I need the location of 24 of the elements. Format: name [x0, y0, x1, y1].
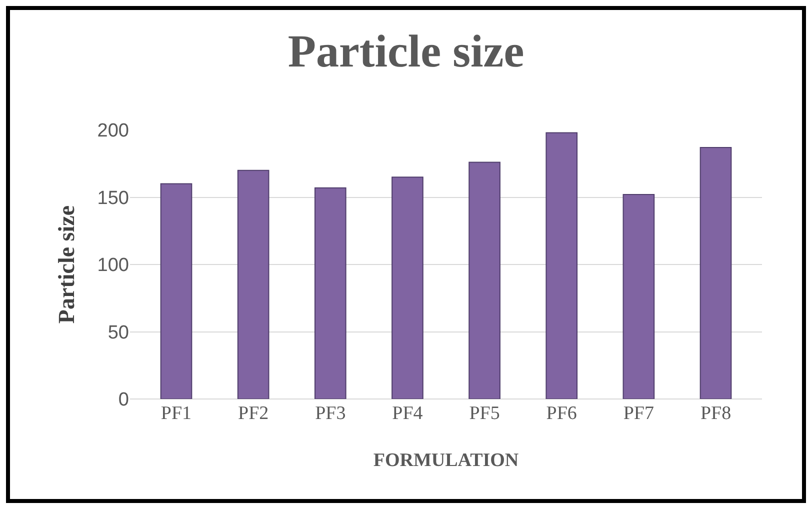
y-axis-title: Particle size — [54, 205, 79, 324]
bar — [392, 176, 424, 399]
y-tick-label: 100 — [97, 255, 129, 276]
x-tick-label: PF6 — [546, 403, 577, 424]
y-tick-label: 0 — [118, 390, 129, 411]
bar — [314, 187, 346, 399]
bar — [160, 183, 192, 399]
bar — [468, 162, 500, 399]
x-tick-label: PF5 — [469, 403, 500, 424]
x-tick-label: PF7 — [623, 403, 654, 424]
x-tick-label: PF1 — [160, 403, 192, 424]
bar — [700, 146, 732, 399]
y-tick-label: 50 — [108, 322, 129, 344]
x-tick-label: PF4 — [392, 403, 424, 424]
bar — [237, 170, 270, 399]
bar — [622, 194, 655, 399]
chart-title: Particle size — [288, 26, 524, 77]
x-tick-label: PF3 — [315, 403, 346, 424]
x-tick-label: PF2 — [238, 403, 269, 424]
x-axis-title: FORMULATION — [373, 450, 519, 471]
y-tick-label: 150 — [97, 188, 129, 209]
y-tick-label: 200 — [97, 120, 129, 142]
x-tick-label: PF8 — [700, 403, 732, 424]
bar — [546, 132, 578, 399]
